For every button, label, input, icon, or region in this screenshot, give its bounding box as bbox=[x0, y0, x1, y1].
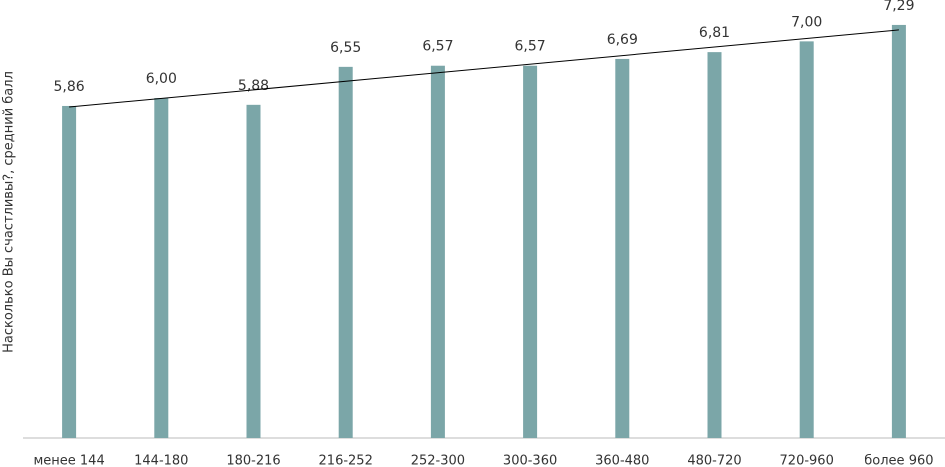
value-label: 5,86 bbox=[54, 79, 85, 95]
x-tick-label: 720-960 bbox=[780, 454, 834, 467]
bar bbox=[430, 65, 445, 438]
bar bbox=[891, 24, 906, 439]
x-tick-label: 180-216 bbox=[226, 454, 280, 467]
bar bbox=[523, 65, 538, 438]
x-tick-label: 480-720 bbox=[687, 454, 741, 467]
x-tick-label: менее 144 bbox=[33, 454, 104, 467]
x-tick-label: более 960 bbox=[864, 454, 933, 467]
value-label: 6,57 bbox=[422, 39, 453, 55]
value-label: 6,00 bbox=[146, 71, 177, 87]
trendline bbox=[69, 29, 899, 108]
value-label: 7,00 bbox=[791, 14, 822, 30]
bar bbox=[799, 41, 814, 438]
x-tick-label: 300-360 bbox=[503, 454, 557, 467]
value-label: 6,81 bbox=[699, 25, 730, 41]
bar bbox=[338, 66, 353, 439]
x-tick-label: 216-252 bbox=[319, 454, 373, 467]
bar bbox=[615, 58, 630, 439]
value-label: 6,55 bbox=[330, 40, 361, 56]
bar bbox=[154, 98, 169, 438]
x-tick-label: 144-180 bbox=[134, 454, 188, 467]
value-label: 7,29 bbox=[883, 0, 914, 14]
value-label: 6,69 bbox=[607, 32, 638, 48]
bar bbox=[707, 52, 722, 439]
y-axis-title: Насколько Вы счастливы?, средний балл bbox=[2, 71, 17, 353]
value-label: 6,57 bbox=[515, 39, 546, 55]
x-tick-label: 360-480 bbox=[595, 454, 649, 467]
bar bbox=[246, 104, 261, 439]
value-label: 5,88 bbox=[238, 78, 269, 94]
bar bbox=[62, 105, 77, 438]
x-tick-label: 252-300 bbox=[411, 454, 465, 467]
